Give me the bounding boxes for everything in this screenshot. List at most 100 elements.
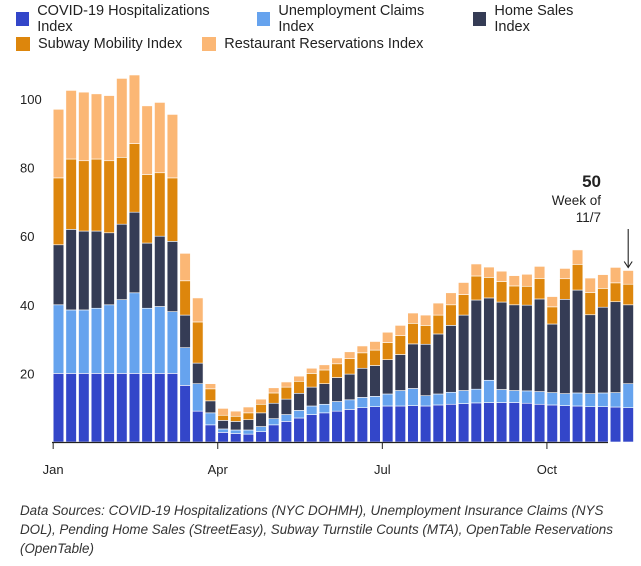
bar-segment-unemployment [293,410,305,419]
bar-segment-covid [571,405,584,443]
bar-segment-restaurant [356,345,368,354]
annotation-arrow-head [623,261,633,269]
bar-segment-unemployment [268,418,280,426]
annotation: 50 Week of 11/7 [552,172,633,269]
bar-segment-restaurant [521,273,533,287]
legend-swatch-covid [16,11,30,26]
y-tick-label: 100 [20,92,42,107]
bar-segment-subway [533,278,546,300]
bar-segment-subway [141,174,153,244]
bar-segment-subway [65,158,77,230]
bar-stack [382,331,394,443]
bar-stack [533,266,546,443]
bar-segment-home-sales [483,297,495,381]
legend-item-covid: COVID-19 Hospitalizations Index [16,3,237,35]
bar-segment-restaurant [331,357,343,365]
bar-segment-subway [293,380,305,394]
bar-segment-restaurant [483,266,495,278]
bar-segment-unemployment [318,403,330,414]
bar-segment-unemployment [521,390,533,404]
bar-segment-covid [230,433,242,443]
bar-segment-subway [458,294,470,316]
bar-stack [458,282,470,443]
bar-segment-restaurant [230,410,242,417]
bar-segment-home-sales [255,412,267,427]
bar-stack [318,364,330,443]
bar-segment-unemployment [116,299,128,374]
bar-segment-subway [78,160,90,232]
legend-label-home-sales: Home Sales Index [494,2,574,35]
bar-segment-unemployment [356,397,368,409]
bar-stack [166,114,179,443]
bar-segment-unemployment [78,309,90,374]
bar-segment-home-sales [458,314,470,391]
bar-segment-home-sales [293,392,305,411]
bar-segment-restaurant [407,312,419,324]
bar-segment-restaurant [78,91,90,162]
bar-stack [483,266,495,443]
bar-segment-home-sales [407,343,419,389]
bar-stack [116,78,128,443]
bar-stack [546,296,558,443]
bar-segment-home-sales [217,420,229,430]
bar-segment-unemployment [495,389,508,403]
bar-segment-covid [559,405,571,443]
bar-segment-unemployment [90,307,103,374]
bar-segment-unemployment [571,392,584,407]
x-tick-label: Oct [537,462,558,477]
bar-segment-unemployment [420,395,432,407]
bar-segment-subway [306,373,318,388]
legend-label-subway: Subway Mobility Index [38,35,183,52]
bar-segment-covid [508,402,520,443]
bar-stack [52,108,65,443]
bar-segment-home-sales [584,314,596,394]
bar-segment-restaurant [217,408,229,416]
bar-stack [609,267,622,443]
legend-label-restaurant: Restaurant Reservations Index [224,35,424,52]
bar-segment-covid [445,403,457,443]
y-tick-label: 20 [20,366,34,381]
bar-segment-covid [141,373,153,443]
bar-segment-home-sales [65,229,77,311]
bar-segment-unemployment [407,388,419,406]
bar-segment-home-sales [344,373,356,401]
bar-segment-home-sales [52,244,65,306]
bar-segment-restaurant [280,381,292,388]
bar-segment-restaurant [192,297,204,323]
annotation-line-2: 11/7 [576,210,601,225]
bar-segment-restaurant [382,331,394,343]
bar-stack [394,325,406,443]
bar-segment-subway [204,388,217,402]
bar-segment-subway [394,335,406,355]
bar-stack [344,351,356,443]
bar-segment-unemployment [65,309,77,374]
bar-stack [622,270,634,443]
bar-stack [331,357,343,443]
bar-stack [597,274,609,443]
bar-segment-home-sales [204,400,217,414]
bar-stack [179,253,191,443]
bar-stack [495,270,508,443]
annotation-value: 50 [582,172,601,191]
bar-segment-restaurant [495,270,508,282]
bar-stack [356,345,368,443]
bar-segment-home-sales [306,386,318,407]
bar-segment-covid [331,410,343,443]
bar-segment-covid [293,417,305,443]
bar-segment-restaurant [394,325,406,336]
bar-segment-unemployment [533,391,546,405]
bar-segment-covid [65,373,77,443]
bar-segment-restaurant [369,341,381,351]
bar-segment-home-sales [420,343,432,397]
legend-swatch-unemployment [257,11,271,26]
bar-segment-subway [546,306,558,325]
bar-segment-restaurant [344,351,356,359]
bar-segment-subway [559,278,571,300]
bar-segment-unemployment [242,429,255,435]
bar-segment-home-sales [192,362,204,384]
bar-stack [128,74,141,443]
bar-segment-unemployment [192,383,204,412]
bar-segment-restaurant [609,267,622,284]
bar-segment-subway [331,363,343,378]
bar-stack [65,90,77,443]
